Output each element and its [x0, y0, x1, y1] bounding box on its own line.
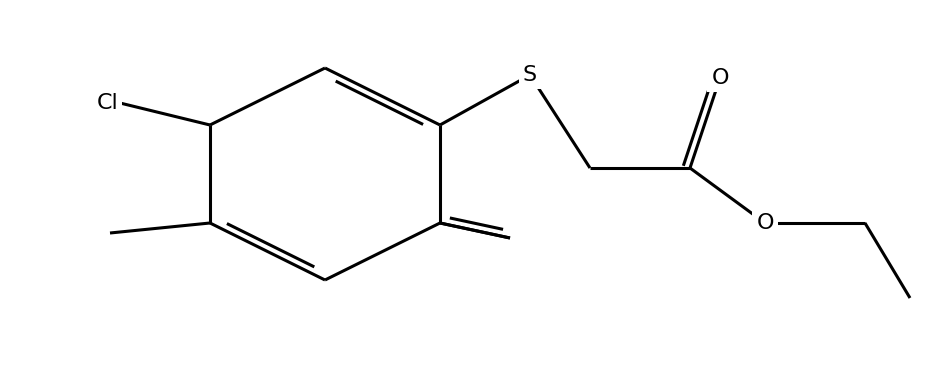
Text: Cl: Cl: [96, 93, 118, 113]
Text: O: O: [756, 213, 774, 233]
Text: S: S: [523, 65, 537, 85]
Text: O: O: [711, 68, 728, 88]
